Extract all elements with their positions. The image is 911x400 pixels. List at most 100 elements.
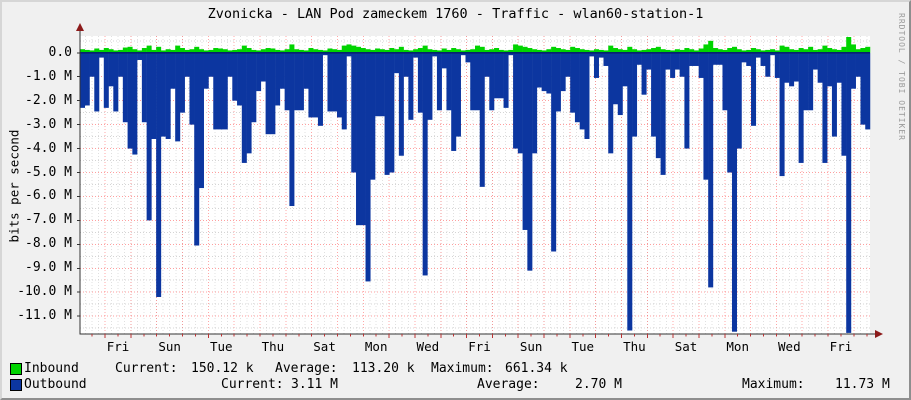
inbound-bar bbox=[579, 49, 585, 53]
outbound-bar bbox=[127, 52, 133, 149]
x-axis-label: Tue bbox=[209, 339, 233, 354]
inbound-bar bbox=[855, 49, 861, 53]
inbound-bar bbox=[160, 50, 166, 53]
outbound-label: Outbound bbox=[24, 377, 87, 392]
outbound-bar bbox=[703, 52, 709, 180]
inbound-bar bbox=[822, 45, 828, 53]
inbound-bar bbox=[146, 45, 152, 53]
inbound-bar bbox=[89, 50, 95, 53]
y-axis-label: -4.0 M bbox=[25, 140, 72, 156]
inbound-bar bbox=[237, 49, 243, 53]
inbound-bar bbox=[365, 49, 371, 53]
outbound-bar bbox=[332, 52, 338, 112]
outbound-series bbox=[80, 52, 871, 333]
outbound-bar bbox=[232, 52, 238, 101]
outbound-bar bbox=[484, 52, 490, 77]
outbound-bar bbox=[831, 52, 837, 137]
outbound-bar bbox=[746, 52, 752, 66]
outbound-bar bbox=[532, 52, 538, 154]
inbound-bar bbox=[655, 46, 661, 53]
inbound-bar bbox=[641, 49, 647, 53]
inbound-bar bbox=[508, 49, 514, 53]
inbound-bar bbox=[184, 49, 190, 53]
inbound-bar bbox=[784, 46, 790, 53]
inbound-bar bbox=[608, 45, 614, 53]
x-axis-label: Sat bbox=[313, 339, 336, 354]
inbound-bar bbox=[770, 49, 776, 53]
inbound-bar bbox=[189, 49, 195, 53]
inbound-bar bbox=[532, 49, 538, 53]
inbound-bar bbox=[670, 50, 676, 53]
inbound-bar bbox=[636, 50, 642, 53]
outbound-bar bbox=[527, 52, 533, 271]
inbound-bar bbox=[812, 49, 818, 53]
outbound-bar bbox=[313, 52, 319, 118]
outbound-bar bbox=[375, 52, 381, 117]
inbound-maximum: 661.34 k bbox=[505, 361, 568, 376]
inbound-bar bbox=[513, 44, 519, 53]
inbound-bar bbox=[536, 49, 542, 53]
outbound-bar bbox=[479, 52, 485, 187]
inbound-bar bbox=[546, 49, 552, 53]
inbound-bar bbox=[712, 48, 718, 53]
outbound-bar bbox=[237, 52, 243, 106]
inbound-bar bbox=[346, 44, 352, 53]
inbound-bar bbox=[156, 46, 162, 53]
outbound-bar bbox=[846, 52, 852, 333]
outbound-bar bbox=[80, 52, 86, 108]
inbound-bar bbox=[275, 49, 281, 53]
inbound-bar bbox=[356, 46, 362, 53]
inbound-bar bbox=[179, 48, 185, 53]
outbound-bar bbox=[850, 52, 856, 89]
inbound-bar bbox=[865, 46, 871, 53]
inbound-bar bbox=[836, 49, 842, 53]
inbound-bar bbox=[731, 46, 737, 53]
y-axis-label: -10.0 M bbox=[17, 284, 72, 300]
inbound-bar bbox=[417, 48, 423, 53]
inbound-bar bbox=[398, 46, 404, 53]
inbound-bar bbox=[203, 50, 209, 53]
inbound-bar bbox=[479, 46, 485, 53]
outbound-bar bbox=[555, 52, 561, 112]
outbound-bar bbox=[341, 52, 347, 130]
outbound-bar bbox=[774, 52, 780, 78]
outbound-bar bbox=[356, 52, 362, 226]
inbound-bar bbox=[313, 49, 319, 53]
inbound-bar bbox=[465, 49, 471, 53]
outbound-bar bbox=[384, 52, 390, 175]
outbound-bar bbox=[584, 52, 590, 139]
outbound-bar bbox=[370, 52, 376, 180]
outbound-bar bbox=[565, 52, 571, 77]
outbound-bar bbox=[417, 52, 423, 113]
outbound-bar bbox=[99, 52, 105, 58]
outbound-bar bbox=[560, 52, 566, 92]
outbound-bar bbox=[574, 52, 580, 123]
x-axis-label: Fri bbox=[106, 339, 130, 354]
inbound-bar bbox=[351, 45, 357, 53]
outbound-bar bbox=[660, 52, 666, 175]
outbound-bar bbox=[360, 52, 366, 226]
outbound-bar bbox=[379, 52, 385, 117]
outbound-bar bbox=[546, 52, 552, 94]
outbound-bar bbox=[489, 52, 495, 111]
outbound-bar bbox=[608, 52, 614, 154]
outbound-bar bbox=[279, 52, 285, 89]
outbound-bar bbox=[698, 52, 704, 78]
inbound-bar bbox=[632, 49, 638, 53]
inbound-bar bbox=[722, 49, 728, 53]
outbound-bar bbox=[89, 52, 95, 77]
inbound-bar bbox=[103, 48, 109, 53]
inbound-bar bbox=[522, 46, 528, 53]
inbound-bar bbox=[151, 49, 157, 53]
inbound-bar bbox=[841, 46, 847, 53]
inbound-bar bbox=[593, 49, 599, 53]
inbound-bar bbox=[132, 49, 138, 53]
outbound-bar bbox=[298, 52, 304, 111]
outbound-bar bbox=[684, 52, 690, 149]
outbound-bar bbox=[351, 52, 357, 173]
outbound-bar bbox=[398, 52, 404, 156]
outbound-bar bbox=[475, 52, 481, 111]
outbound-bar bbox=[632, 52, 638, 137]
inbound-bar bbox=[793, 49, 799, 53]
outbound-bar bbox=[712, 52, 718, 65]
